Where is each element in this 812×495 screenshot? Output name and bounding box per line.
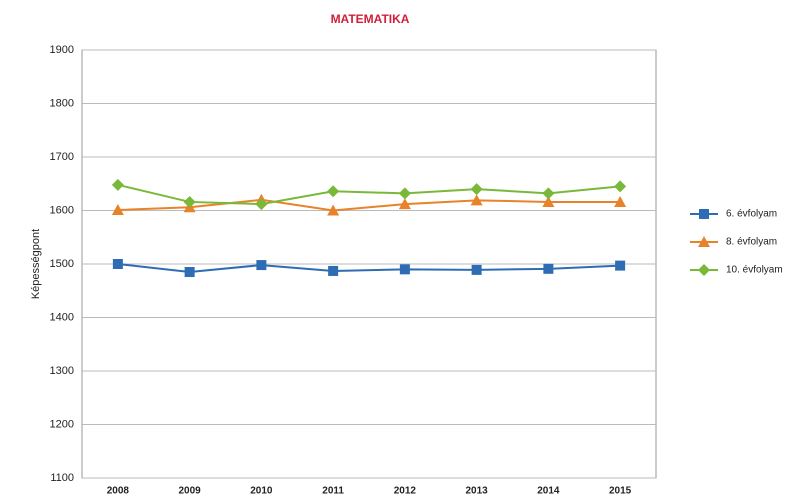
series-line: [117, 183, 621, 206]
x-tick-label: 2011: [322, 486, 344, 495]
marker: [615, 260, 626, 271]
marker: [255, 198, 268, 211]
x-tick-label: 2013: [466, 486, 489, 495]
series-line: [117, 198, 621, 212]
marker: [111, 203, 124, 215]
marker: [111, 178, 124, 191]
x-tick-label: 2014: [537, 486, 560, 495]
marker: [112, 259, 123, 269]
marker: [256, 260, 267, 271]
marker: [470, 194, 483, 206]
chart-title: MATEMATIKA: [331, 12, 410, 26]
marker: [183, 195, 196, 208]
marker: [399, 264, 410, 275]
marker: [398, 187, 411, 200]
marker: [698, 236, 710, 247]
y-tick-label: 1600: [50, 204, 74, 216]
x-tick-label: 2008: [107, 486, 130, 495]
y-tick-label: 1200: [50, 418, 74, 430]
marker: [543, 263, 554, 274]
marker: [470, 183, 483, 196]
y-tick-label: 1500: [50, 258, 74, 270]
marker: [327, 204, 340, 216]
x-tick-label: 2010: [250, 486, 273, 495]
y-tick-label: 1900: [50, 44, 74, 56]
x-tick-label: 2015: [609, 486, 632, 495]
marker: [698, 264, 710, 276]
series-line: [117, 263, 621, 274]
legend-label: 6. évfolyam: [726, 209, 777, 220]
y-tick-label: 1800: [50, 97, 74, 109]
marker: [614, 180, 627, 193]
y-axis-label: Képességpont: [30, 229, 42, 299]
marker: [614, 195, 627, 207]
x-tick-label: 2009: [179, 486, 202, 495]
marker: [542, 187, 555, 200]
marker: [328, 265, 339, 276]
marker: [398, 198, 411, 210]
marker: [542, 195, 555, 207]
y-tick-label: 1700: [50, 151, 74, 163]
y-tick-label: 1300: [50, 365, 74, 377]
x-tick-label: 2012: [394, 486, 417, 495]
y-tick-label: 1400: [50, 311, 74, 323]
marker: [184, 267, 195, 278]
legend-label: 8. évfolyam: [726, 237, 777, 248]
y-tick-label: 1100: [50, 472, 74, 484]
marker: [699, 209, 709, 219]
marker: [471, 264, 482, 275]
legend-label: 10. évfolyam: [726, 265, 783, 276]
marker: [327, 185, 340, 198]
